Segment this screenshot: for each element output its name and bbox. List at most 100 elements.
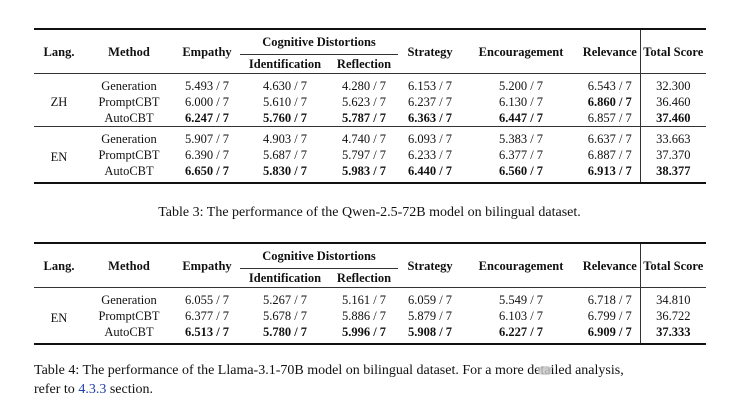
total-cell: 37.333 — [639, 324, 707, 345]
table-row: EN Generation 6.055 / 7 5.267 / 7 5.161 … — [34, 287, 707, 345]
encouragement-cell: 6.377 / 7 — [498, 148, 544, 162]
identification-cell: 5.687 / 7 — [262, 148, 308, 162]
header-reflection: Reflection — [336, 57, 392, 71]
table-row: AutoCBT 6.650 / 7 5.830 / 7 5.983 / 7 6.… — [34, 163, 707, 184]
method-cell: Generation — [84, 73, 174, 94]
relevance-cell: 6.799 / 7 — [587, 309, 632, 323]
table-row: ZH Generation 5.493 / 7 4.630 / 7 4.280 … — [34, 73, 707, 127]
reflection-cell: 4.280 / 7 — [330, 73, 399, 94]
header-total-score: Total Score — [639, 28, 707, 74]
header-empathy: Empathy — [174, 242, 240, 288]
relevance-cell: 6.909 / 7 — [580, 324, 641, 345]
method-cell: AutoCBT — [84, 324, 174, 345]
header-relevance: Relevance — [580, 242, 641, 288]
method-cell: AutoCBT — [104, 111, 154, 125]
watermark-icon — [538, 366, 552, 375]
header-lang: Lang. — [34, 28, 84, 74]
header-relevance: Relevance — [580, 28, 641, 74]
table-row: PromptCBT 6.377 / 7 5.678 / 7 5.886 / 7 … — [34, 308, 707, 324]
identification-cell: 5.830 / 7 — [240, 163, 330, 184]
table-row: AutoCBT 6.247 / 7 5.760 / 7 5.787 / 7 6.… — [34, 110, 707, 127]
table-3: Lang. Method Empathy Cognitive Distortio… — [34, 28, 707, 184]
header-lang: Lang. — [34, 242, 84, 288]
table-4: Lang. Method Empathy Cognitive Distortio… — [34, 242, 707, 345]
total-cell: 34.810 — [639, 287, 707, 308]
header-strategy: Strategy — [398, 242, 463, 288]
header-empathy: Empathy — [174, 28, 240, 74]
identification-cell: 5.780 / 7 — [240, 324, 330, 345]
total-cell: 36.460 — [639, 94, 707, 110]
strategy-cell: 6.237 / 7 — [407, 95, 453, 109]
relevance-cell: 6.887 / 7 — [587, 148, 632, 162]
encouragement-cell: 5.383 / 7 — [462, 126, 581, 147]
reflection-cell: 5.797 / 7 — [341, 148, 387, 162]
header-reflection: Reflection — [336, 271, 392, 285]
lang-cell: EN — [34, 287, 84, 345]
reflection-cell: 5.787 / 7 — [341, 111, 387, 125]
empathy-cell: 5.907 / 7 — [174, 126, 240, 147]
caption-prefix: refer to — [34, 382, 79, 397]
method-cell: PromptCBT — [98, 309, 160, 323]
lang-cell: EN — [34, 126, 84, 184]
encouragement-cell: 5.549 / 7 — [462, 287, 581, 308]
reflection-cell: 5.623 / 7 — [341, 95, 387, 109]
encouragement-cell: 5.200 / 7 — [462, 73, 581, 94]
table-4-caption-line-2: refer to 4.3.3 section. — [34, 380, 714, 399]
reflection-cell: 5.996 / 7 — [330, 324, 399, 345]
total-cell: 32.300 — [639, 73, 707, 94]
header-encouragement: Encouragement — [462, 242, 581, 288]
header-strategy: Strategy — [398, 28, 463, 74]
encouragement-cell: 6.103 / 7 — [498, 309, 544, 323]
empathy-cell: 6.650 / 7 — [174, 163, 240, 184]
reflection-cell: 5.983 / 7 — [330, 163, 399, 184]
total-cell: 38.377 — [639, 163, 707, 184]
header-identification: Identification — [248, 57, 322, 71]
table-row: PromptCBT 6.000 / 7 5.610 / 7 5.623 / 7 … — [34, 94, 707, 110]
header-method: Method — [84, 28, 174, 74]
strategy-cell: 5.879 / 7 — [407, 309, 453, 323]
header-cognitive-distortions: Cognitive Distortions — [240, 28, 399, 55]
header-encouragement: Encouragement — [462, 28, 581, 74]
relevance-cell: 6.637 / 7 — [580, 126, 641, 147]
table-row: PromptCBT 6.390 / 7 5.687 / 7 5.797 / 7 … — [34, 147, 707, 163]
table-4-caption-line-1: Table 4: The performance of the Llama-3.… — [34, 363, 624, 378]
encouragement-cell: 6.227 / 7 — [462, 324, 581, 345]
total-cell: 37.370 — [639, 147, 707, 163]
lang-cell: ZH — [34, 73, 84, 127]
header-method: Method — [84, 242, 174, 288]
section-link[interactable]: 4.3.3 — [78, 382, 107, 397]
empathy-cell: 6.055 / 7 — [174, 287, 240, 308]
strategy-cell: 6.059 / 7 — [398, 287, 463, 308]
empathy-cell: 6.000 / 7 — [184, 95, 230, 109]
strategy-cell: 6.363 / 7 — [407, 111, 453, 125]
method-cell: PromptCBT — [98, 95, 160, 109]
method-cell: Generation — [84, 287, 174, 308]
identification-cell: 5.760 / 7 — [262, 111, 308, 125]
identification-cell: 4.630 / 7 — [240, 73, 330, 94]
table-row: EN Generation 5.907 / 7 4.903 / 7 4.740 … — [34, 126, 707, 184]
relevance-cell: 6.718 / 7 — [580, 287, 641, 308]
empathy-cell: 6.377 / 7 — [184, 309, 230, 323]
total-cell: 33.663 — [639, 126, 707, 147]
method-cell: Generation — [84, 126, 174, 147]
identification-cell: 5.267 / 7 — [240, 287, 330, 308]
method-cell: PromptCBT — [98, 148, 160, 162]
identification-cell: 5.610 / 7 — [262, 95, 308, 109]
header-identification: Identification — [248, 271, 322, 285]
encouragement-cell: 6.447 / 7 — [498, 111, 544, 125]
reflection-cell: 5.161 / 7 — [330, 287, 399, 308]
empathy-cell: 6.247 / 7 — [184, 111, 230, 125]
table-3-caption: Table 3: The performance of the Qwen-2.5… — [158, 205, 581, 220]
header-cognitive-distortions: Cognitive Distortions — [240, 242, 399, 269]
total-cell: 37.460 — [639, 110, 707, 127]
encouragement-cell: 6.560 / 7 — [462, 163, 581, 184]
relevance-cell: 6.543 / 7 — [580, 73, 641, 94]
strategy-cell: 5.908 / 7 — [398, 324, 463, 345]
empathy-cell: 6.390 / 7 — [184, 148, 230, 162]
relevance-cell: 6.913 / 7 — [580, 163, 641, 184]
header-total-score: Total Score — [639, 242, 707, 288]
empathy-cell: 6.513 / 7 — [174, 324, 240, 345]
identification-cell: 4.903 / 7 — [240, 126, 330, 147]
strategy-cell: 6.440 / 7 — [398, 163, 463, 184]
relevance-cell: 6.857 / 7 — [587, 111, 632, 125]
